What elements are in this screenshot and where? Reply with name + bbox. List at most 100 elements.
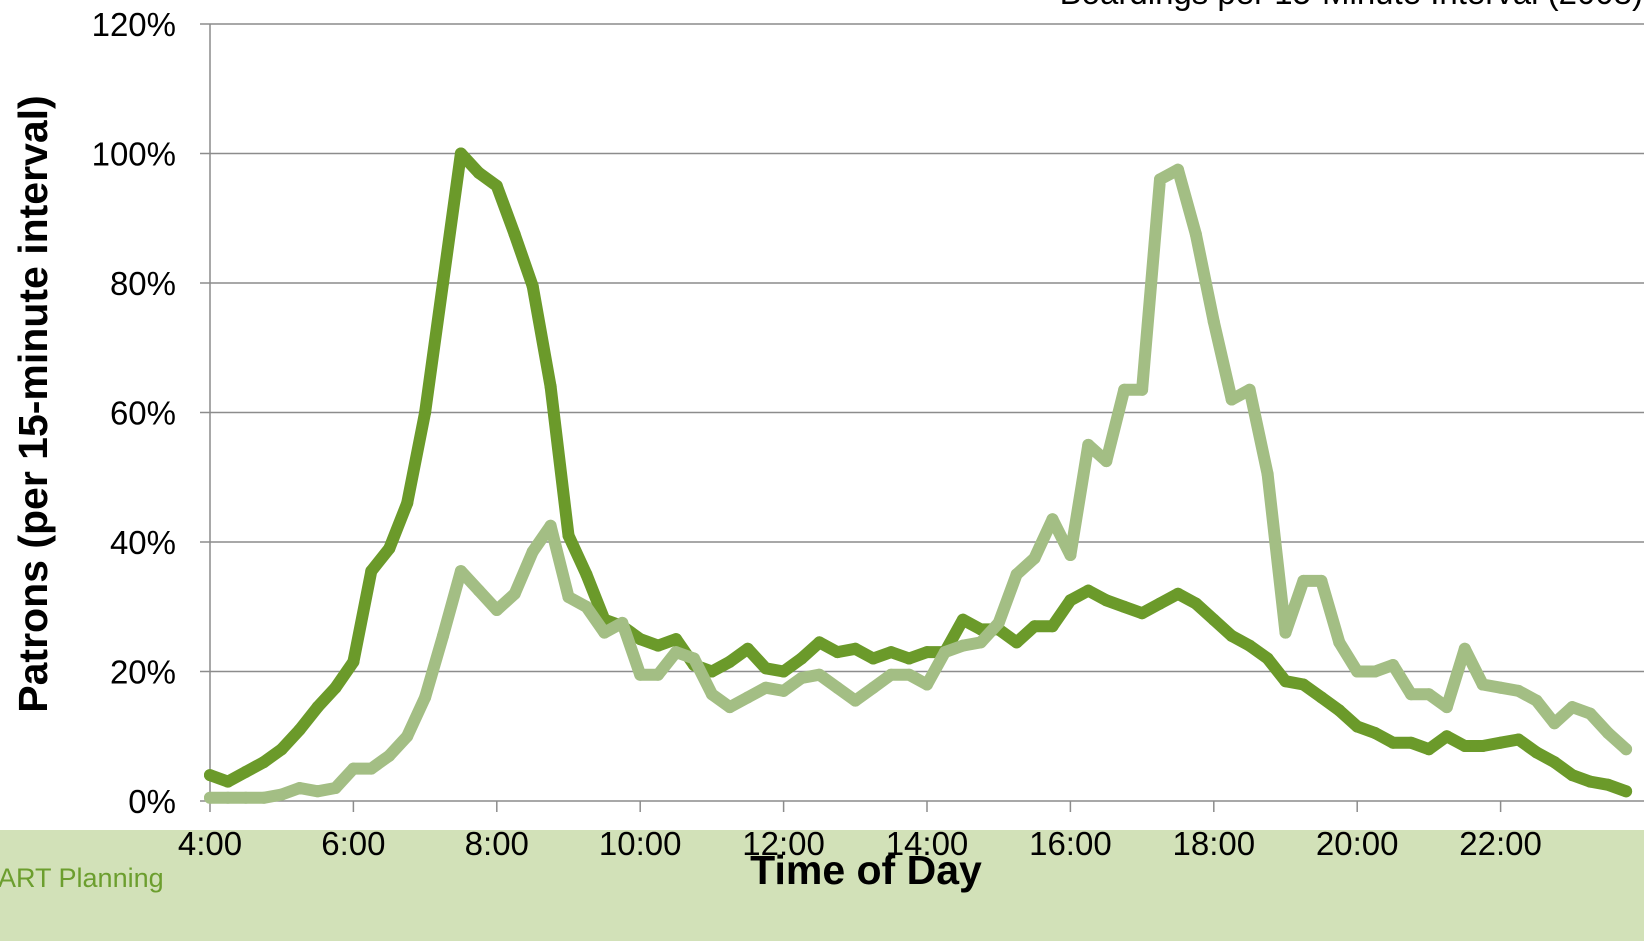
series-2-point — [1136, 383, 1149, 396]
series-1-point — [1189, 597, 1202, 610]
series-2-point — [1225, 393, 1238, 406]
series-2 — [204, 163, 1633, 804]
y-tick-label: 60% — [110, 395, 176, 432]
series-2-point — [723, 701, 736, 714]
series-1-point — [1064, 594, 1077, 607]
series-2-point — [1422, 688, 1435, 701]
series-1-point — [508, 228, 521, 241]
series-1-point — [759, 662, 772, 675]
y-tick-label: 40% — [110, 524, 176, 561]
series-1-point — [1620, 785, 1633, 798]
series-2-point — [365, 762, 378, 775]
series-2-point — [1154, 173, 1166, 186]
series-1-point — [705, 665, 718, 678]
series-2-point — [1118, 383, 1131, 396]
series-2-point — [204, 791, 216, 804]
series-1 — [204, 147, 1633, 798]
y-axis-title: Patrons (per 15-minute interval) — [10, 95, 56, 712]
series-1-point — [1369, 727, 1382, 739]
series-1-point — [580, 568, 593, 581]
series-1-point — [1261, 652, 1274, 665]
series-1-point — [437, 277, 449, 289]
series-lines — [204, 147, 1633, 804]
series-1-point — [419, 406, 432, 419]
series-1-point — [1584, 775, 1597, 788]
series-1-point — [1351, 720, 1364, 733]
series-2-point — [885, 668, 898, 681]
series-1-point — [813, 636, 826, 649]
series-2-point — [1207, 315, 1220, 328]
series-1-point — [795, 652, 808, 665]
series-1-point — [1207, 613, 1220, 626]
series-1-point — [741, 642, 754, 655]
series-2-point — [1548, 717, 1561, 730]
chart-panel — [0, 0, 1620, 830]
series-1-point — [1225, 629, 1238, 642]
series-2-point — [1297, 574, 1310, 587]
series-2-point — [1476, 678, 1489, 691]
series-2-point — [580, 600, 593, 613]
series-1-point — [831, 646, 844, 659]
y-tick-label: 20% — [110, 654, 176, 691]
series-1-point — [1440, 730, 1453, 743]
series-1-point — [329, 681, 342, 694]
x-tick-label: 22:00 — [1459, 825, 1542, 862]
series-2-point — [903, 668, 916, 681]
series-2-point — [1243, 383, 1256, 396]
series-2-point — [1458, 642, 1471, 655]
series-1-point — [1530, 746, 1543, 759]
y-tick-label: 0% — [128, 783, 176, 820]
series-2-point — [795, 672, 808, 684]
series-2-point — [383, 749, 396, 762]
series-1-point — [1422, 743, 1435, 756]
series-2-point — [490, 604, 503, 616]
x-tick-label: 16:00 — [1029, 825, 1112, 862]
series-2-point — [652, 668, 665, 681]
series-2-point — [849, 694, 862, 707]
series-2-point — [437, 629, 449, 642]
series-1-point — [1566, 769, 1579, 782]
bottom-band — [0, 830, 1644, 941]
series-1-point — [1046, 620, 1059, 633]
series-1-point — [1512, 733, 1525, 746]
footer-credit: ART Planning — [0, 863, 164, 893]
series-1-point — [1172, 587, 1184, 600]
series-1-point — [1315, 691, 1328, 704]
series-1-point — [723, 655, 736, 668]
series-2-point — [813, 668, 826, 681]
series-2-point — [1046, 513, 1059, 526]
series-1-point — [454, 147, 467, 160]
series-2-point — [1172, 163, 1184, 176]
series-2-point — [777, 684, 790, 697]
series-2-point — [311, 785, 324, 798]
series-2-point — [1494, 681, 1507, 694]
series-1-point — [634, 633, 647, 646]
series-1-point — [1405, 736, 1417, 749]
series-2-point — [1369, 665, 1382, 678]
x-tick-label: 18:00 — [1173, 825, 1256, 862]
series-2-point — [347, 762, 360, 775]
series-2-point — [1530, 694, 1543, 707]
series-1-point — [293, 723, 306, 736]
series-1-point — [652, 639, 665, 652]
series-2-point — [1189, 228, 1202, 241]
series-2-point — [1261, 468, 1274, 480]
series-2-point — [688, 652, 700, 665]
series-1-point — [903, 652, 916, 665]
series-1-point — [1028, 620, 1041, 633]
series-1-point — [221, 775, 234, 788]
series-2-point — [472, 584, 485, 597]
x-axis-title: Time of Day — [750, 847, 982, 893]
series-2-point — [741, 691, 754, 704]
series-2-point — [956, 639, 969, 652]
x-tick-label: 8:00 — [465, 825, 529, 862]
series-2-point — [1064, 549, 1077, 561]
series-1-point — [1548, 756, 1561, 769]
series-2-point — [759, 681, 772, 694]
y-tick-label: 100% — [92, 136, 176, 173]
series-1-point — [383, 542, 396, 555]
series-1-point — [275, 743, 288, 756]
series-1-point — [204, 769, 216, 782]
series-1-point — [1279, 675, 1292, 688]
series-2-point — [974, 636, 987, 649]
